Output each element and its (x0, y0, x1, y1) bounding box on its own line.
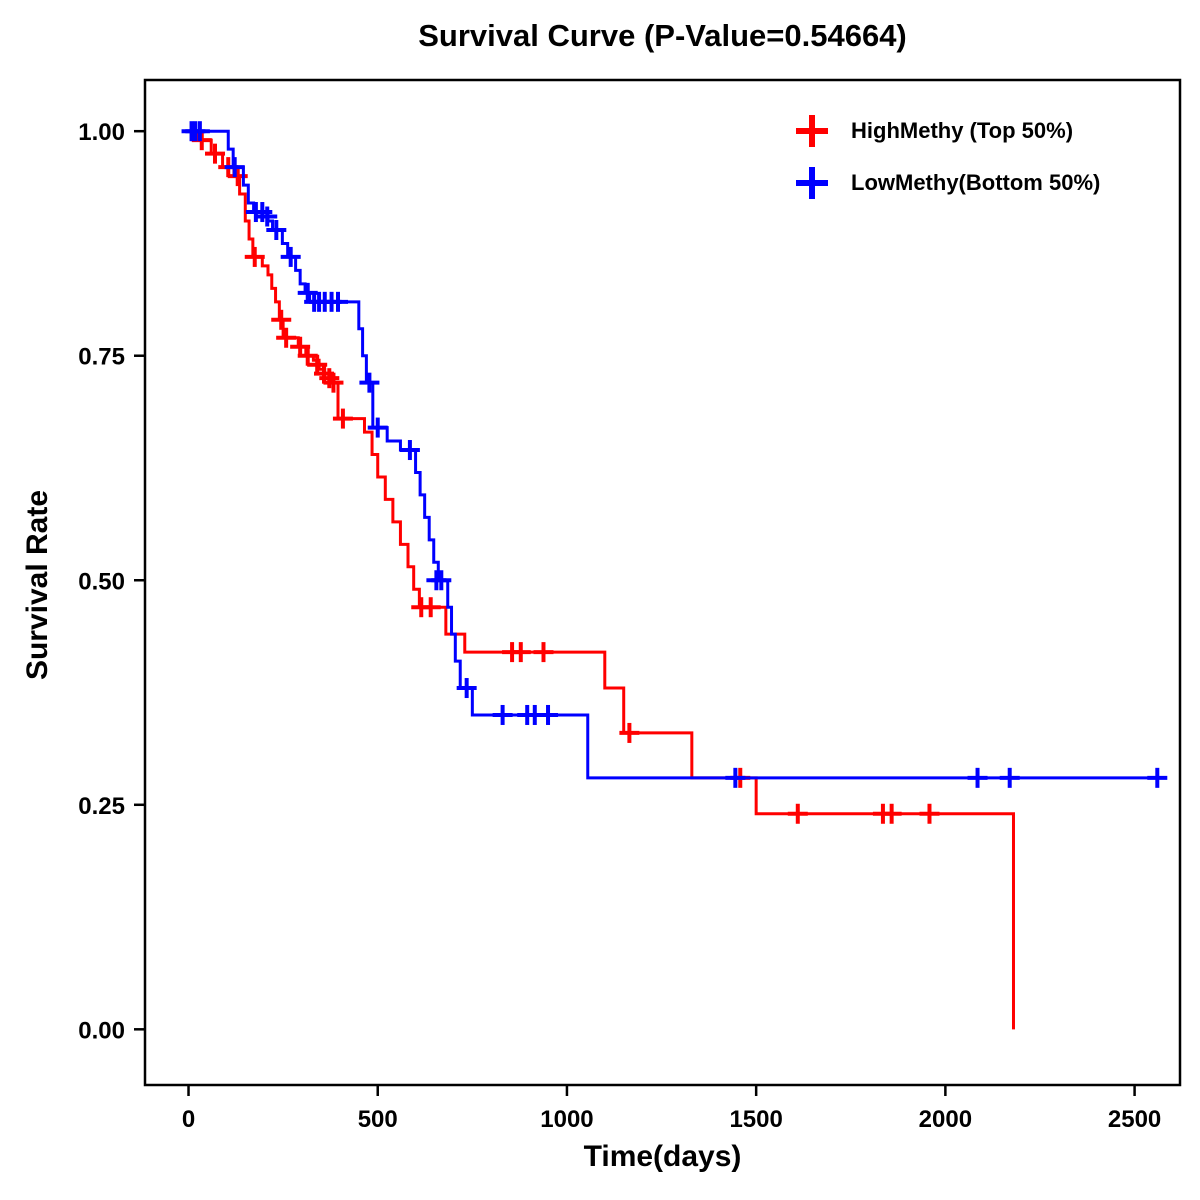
legend-label-lowmethy: LowMethy(Bottom 50%) (851, 170, 1101, 195)
y-tick-label: 0.00 (78, 1017, 125, 1044)
chart-title: Survival Curve (P-Value=0.54664) (418, 18, 907, 53)
y-tick-label: 0.50 (78, 568, 125, 595)
survival-step-curve-0 (188, 129, 1015, 1030)
x-tick-label: 500 (358, 1106, 398, 1133)
legend-label-highmethy: HighMethy (Top 50%) (851, 118, 1074, 143)
x-tick-label: 1000 (540, 1106, 593, 1133)
x-axis-label: Time(days) (583, 1140, 742, 1173)
plot-border (143, 78, 1182, 1087)
x-tick-label: 0 (182, 1106, 195, 1133)
x-tick-label: 1500 (729, 1106, 782, 1133)
legend-entry-lowmethy: LowMethy(Bottom 50%) (795, 164, 1100, 202)
legend: HighMethy (Top 50%) LowMethy(Bottom 50%) (795, 112, 1100, 202)
plus-marker-icon (796, 167, 828, 199)
y-tick-label: 0.75 (78, 344, 125, 371)
survival-step-curve-1 (188, 129, 1162, 780)
legend-entry-highmethy: HighMethy (Top 50%) (795, 112, 1100, 150)
x-tick-label: 2000 (919, 1106, 972, 1133)
y-tick-label: 0.25 (78, 793, 125, 820)
plus-marker-icon (796, 115, 828, 147)
y-axis-label: Survival Rate (21, 489, 54, 681)
y-tick-label: 1.00 (78, 119, 125, 146)
x-tick-label: 2500 (1108, 1106, 1161, 1133)
